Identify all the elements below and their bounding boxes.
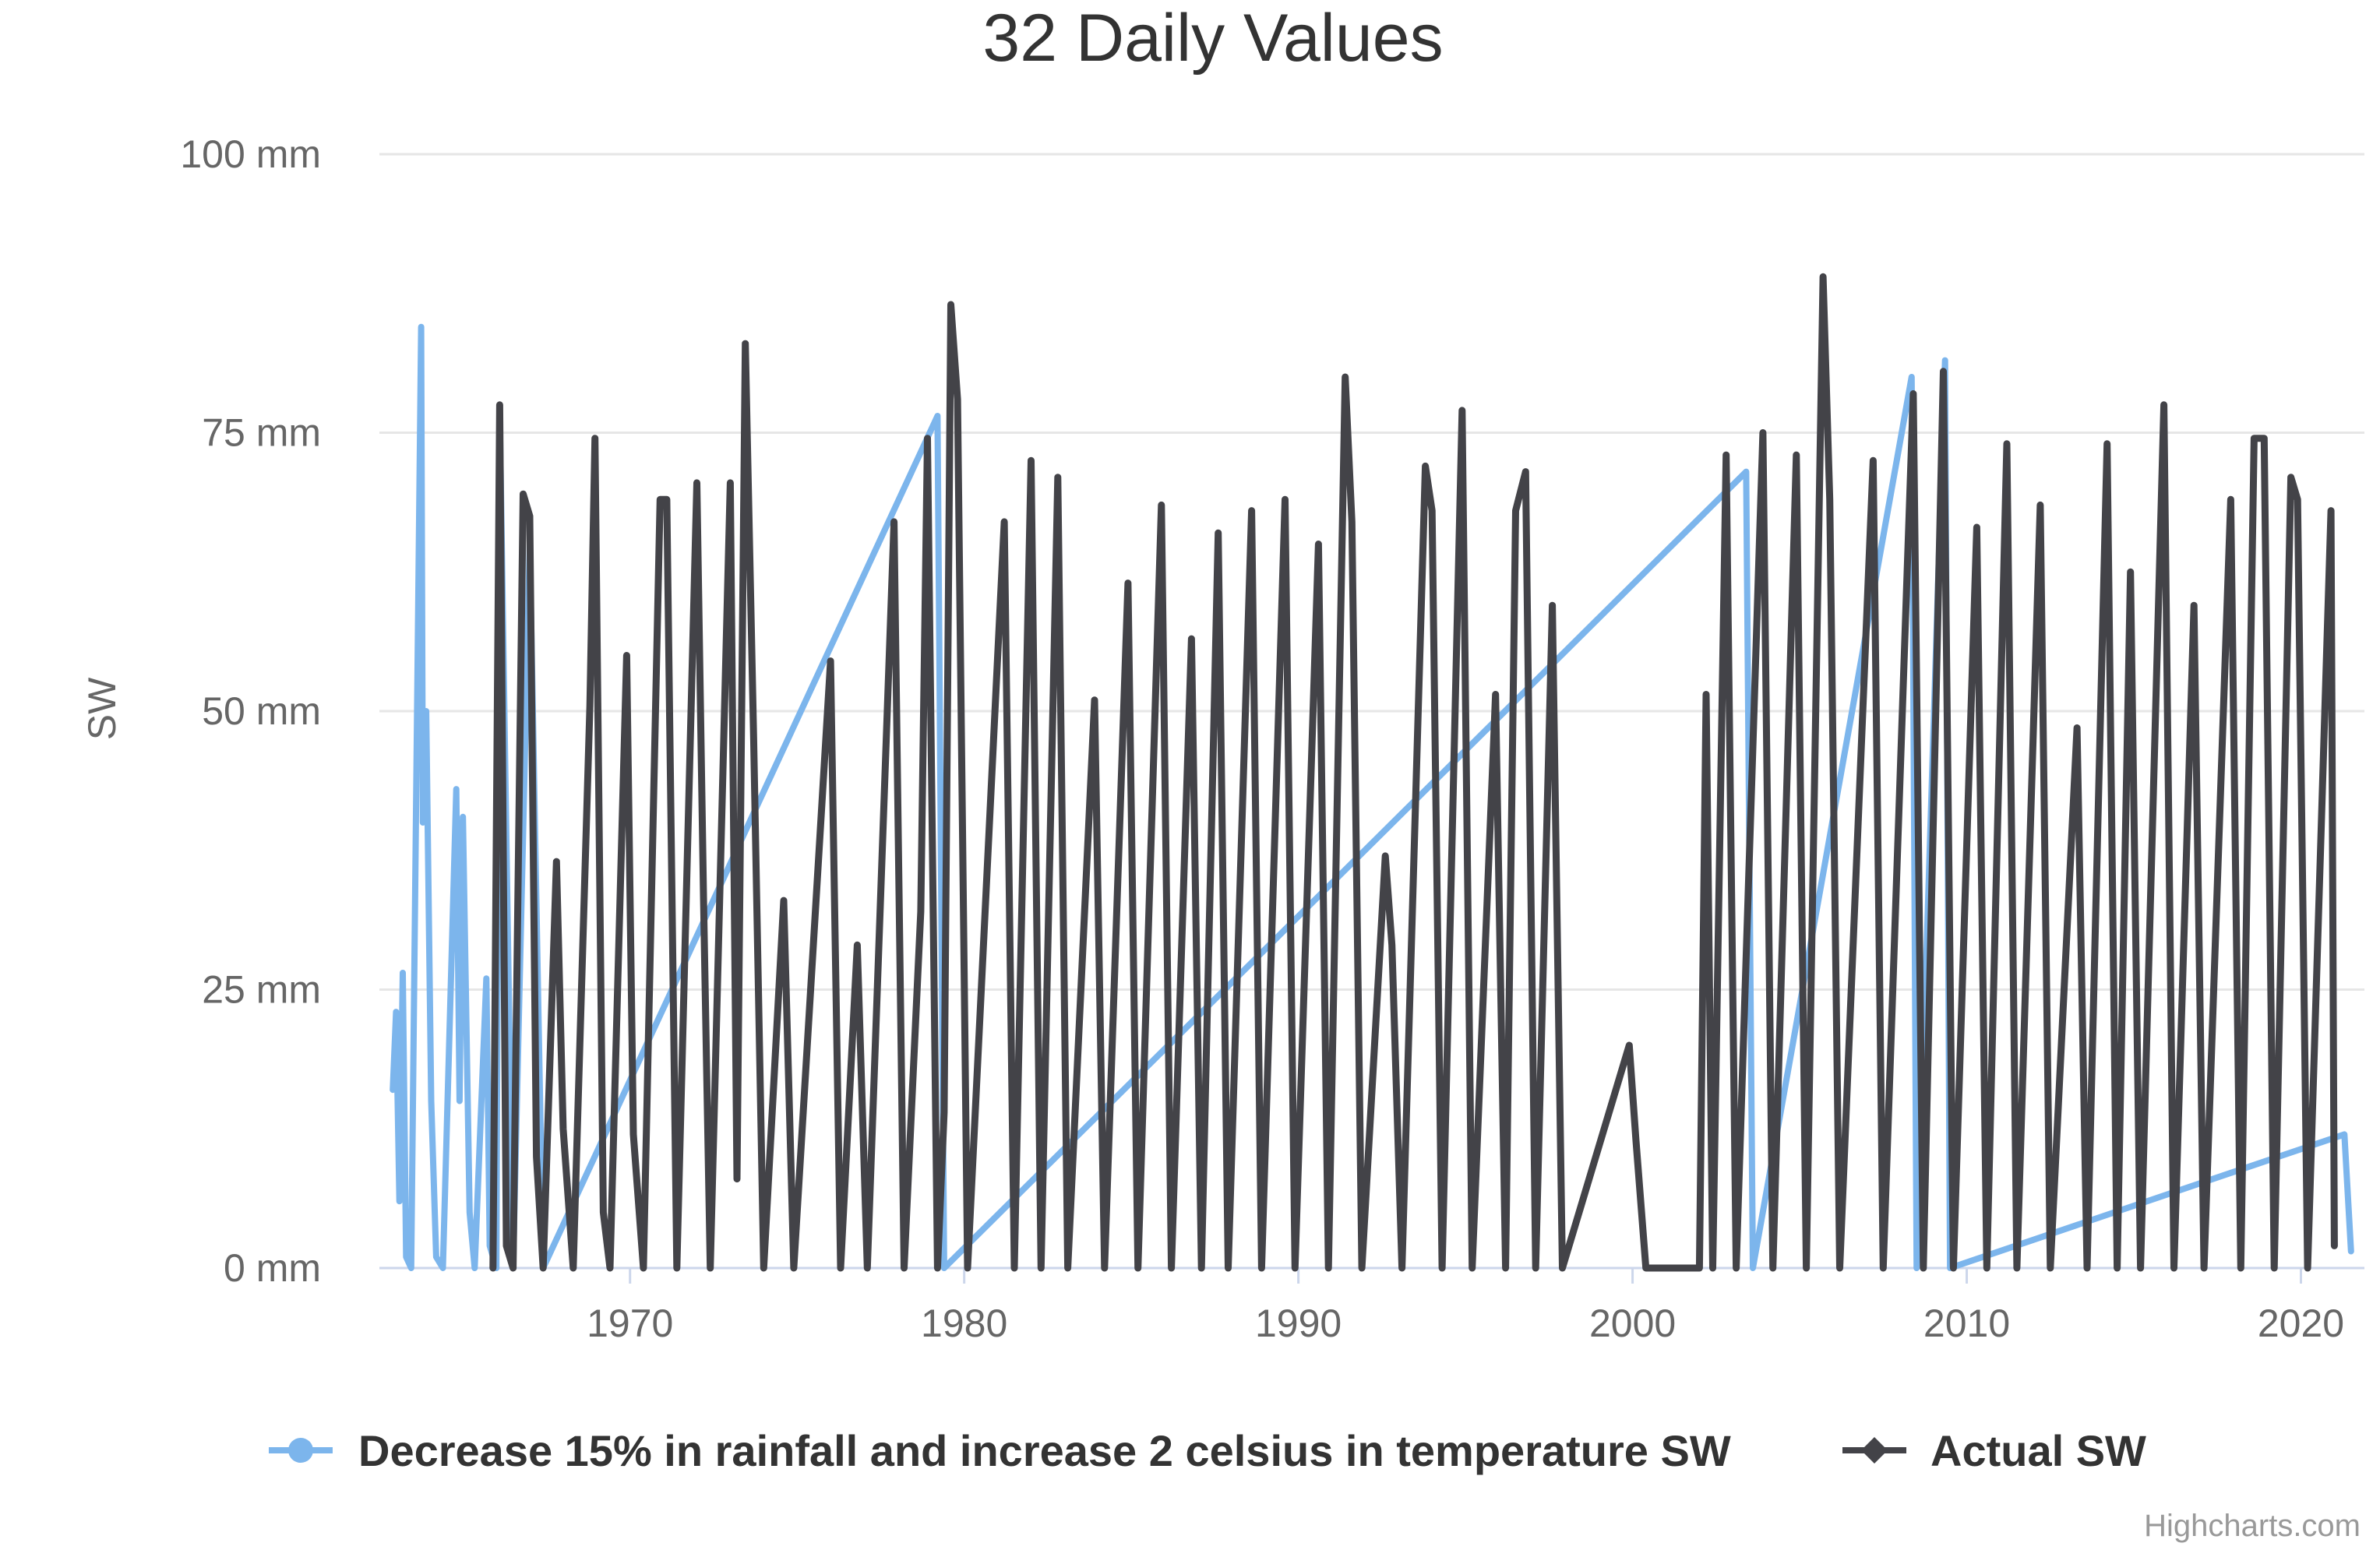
x-tick-label: 2000 xyxy=(1589,1302,1676,1345)
legend-item-decrease-scenario[interactable]: Decrease 15% in rainfall and increase 2 … xyxy=(269,1426,1731,1475)
y-axis-title: SW xyxy=(80,677,124,740)
legend-label: Actual SW xyxy=(1930,1426,2146,1475)
legend[interactable]: Decrease 15% in rainfall and increase 2 … xyxy=(269,1426,2146,1475)
x-tick-label: 2010 xyxy=(1923,1302,2010,1345)
y-tick-label: 25 mm xyxy=(202,968,321,1012)
axes: 0 mm 25 mm 50 mm 75 mm 100 mm 1970 1980 1990 200… xyxy=(180,132,2364,1345)
legend-circle-marker xyxy=(288,1438,313,1463)
x-tick-label: 1980 xyxy=(921,1302,1007,1345)
legend-label: Decrease 15% in rainfall and increase 2 … xyxy=(358,1426,1731,1475)
legend-item-actual-sw[interactable]: Actual SW xyxy=(1842,1426,2146,1475)
legend-diamond-marker xyxy=(1861,1437,1888,1464)
x-tick-label: 1990 xyxy=(1255,1302,1342,1345)
y-tick-label: 50 mm xyxy=(202,689,321,733)
y-tick-label: 0 mm xyxy=(224,1246,321,1290)
y-tick-label: 100 mm xyxy=(180,132,321,176)
x-tick-label: 1970 xyxy=(587,1302,673,1345)
chart-title: 32 Daily Values xyxy=(982,1,1443,76)
series-layer xyxy=(390,273,2354,1272)
y-tick-label: 75 mm xyxy=(202,411,321,455)
credits-link[interactable]: Highcharts.com xyxy=(2144,1509,2361,1543)
x-tick-label: 2020 xyxy=(2258,1302,2344,1345)
grid-lines xyxy=(379,153,2364,991)
series-line-actual-sw xyxy=(489,273,2338,1272)
